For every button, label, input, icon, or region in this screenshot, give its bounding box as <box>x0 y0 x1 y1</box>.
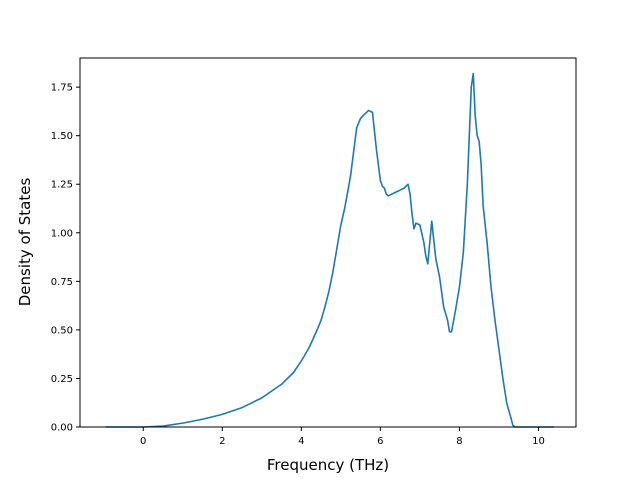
x-tick-label: 2 <box>219 436 225 447</box>
y-tick-label: 1.25 <box>51 180 73 191</box>
y-axis-label: Density of States <box>16 178 34 307</box>
x-axis-ticks: 0 2 4 6 8 10 <box>140 427 545 447</box>
x-tick-label: 0 <box>140 436 146 447</box>
x-tick-label: 4 <box>298 436 304 447</box>
x-tick-label: 10 <box>532 436 545 447</box>
plot-area <box>79 57 577 428</box>
y-tick-label: 1.50 <box>51 131 73 142</box>
y-tick-label: 1.00 <box>51 228 73 239</box>
y-tick-label: 1.75 <box>51 83 73 94</box>
dos-series-line <box>105 72 555 428</box>
x-axis-label: Frequency (THz) <box>267 456 389 474</box>
y-tick-label: 0.25 <box>51 374 73 385</box>
axes-frame <box>79 57 577 428</box>
y-axis-ticks: 0.00 0.25 0.50 0.75 1.00 1.25 1.50 1.75 <box>51 83 80 434</box>
x-tick-label: 8 <box>456 436 462 447</box>
x-tick-label: 6 <box>377 436 383 447</box>
y-tick-label: 0.50 <box>51 325 73 336</box>
y-tick-label: 0.75 <box>51 277 73 288</box>
y-tick-label: 0.00 <box>51 423 73 434</box>
